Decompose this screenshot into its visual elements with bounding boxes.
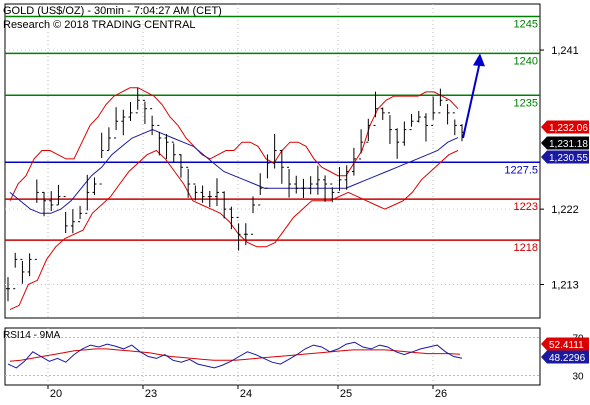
- bollinger-upper-line: [9, 87, 459, 202]
- x-tick-label: 24: [240, 388, 252, 400]
- rsi-tick-label: 30: [572, 372, 584, 383]
- rsi-layer: [5, 337, 540, 376]
- levels-layer: 1245 1240 1235 1227.5 1223 1218: [5, 15, 540, 254]
- rsi-ma-line: [9, 348, 461, 362]
- rsi-title: RSI14 - 9MA: [3, 330, 61, 341]
- price-badge-text: 1,232.06: [549, 123, 588, 134]
- arrow-layer: [462, 53, 485, 139]
- rsi-badge-text: 48.2296: [549, 353, 586, 364]
- level-label-support: 1223: [514, 201, 538, 213]
- rsi-badge-text: 52.4111: [549, 340, 584, 351]
- rsi-badge-bg: [541, 337, 589, 351]
- rsi-plot-frame: [4, 327, 541, 386]
- y-tick-label: 1,241: [551, 45, 579, 57]
- badges-layer: 1,232.06 1,231.18 1,230.55 52.4111 48.2296: [541, 120, 589, 364]
- x-tick-label: 20: [50, 388, 62, 400]
- y-tick-label: 1,213: [551, 280, 579, 292]
- price-badge-bg: [541, 150, 589, 164]
- price-badge-text: 1,231.18: [549, 139, 588, 150]
- price-badge-text: 1,230.55: [549, 153, 588, 164]
- y-tick-label: 1,222: [551, 204, 579, 216]
- main-plot-frame: [4, 3, 541, 319]
- rsi-line: [7, 341, 463, 369]
- level-label-support: 1218: [514, 242, 538, 254]
- bollinger-lower-line: [9, 149, 459, 311]
- projection-arrow-head: [473, 53, 485, 67]
- x-tick-label: 25: [340, 388, 352, 400]
- price-badge-bg: [541, 120, 589, 134]
- level-label-resistance: 1245: [514, 19, 538, 31]
- price-badge-bg: [541, 136, 589, 150]
- level-label-resistance: 1235: [514, 97, 538, 109]
- candles-layer: [6, 87, 464, 302]
- x-tick-label: 23: [145, 388, 157, 400]
- projection-arrow-shaft: [462, 61, 481, 139]
- level-label-resistance: 1240: [514, 55, 538, 67]
- grid-layer: [5, 4, 540, 385]
- copyright-text: Research © 2018 TRADING CENTRAL: [3, 19, 196, 31]
- bollinger-layer: [9, 87, 459, 311]
- moving-average-line: [9, 129, 459, 214]
- x-tick-label: 26: [435, 388, 447, 400]
- level-label-pivot: 1227.5: [504, 164, 538, 176]
- rsi-badge-bg: [541, 350, 589, 364]
- chart-title: GOLD (US$/OZ) - 30min - 7:04:27 AM (CET): [3, 5, 222, 17]
